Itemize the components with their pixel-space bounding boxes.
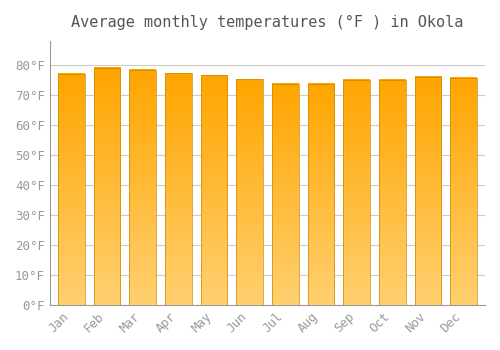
Bar xyxy=(272,84,298,305)
Bar xyxy=(379,80,406,305)
Bar xyxy=(272,84,298,305)
Bar xyxy=(94,68,120,305)
Bar xyxy=(308,84,334,305)
Bar xyxy=(236,79,263,305)
Bar xyxy=(129,70,156,305)
Bar xyxy=(200,75,228,305)
Bar xyxy=(165,73,192,305)
Bar xyxy=(129,70,156,305)
Bar xyxy=(236,79,263,305)
Bar xyxy=(343,80,370,305)
Bar xyxy=(450,78,477,305)
Bar xyxy=(414,77,442,305)
Bar xyxy=(414,77,442,305)
Bar xyxy=(379,80,406,305)
Bar xyxy=(308,84,334,305)
Title: Average monthly temperatures (°F ) in Okola: Average monthly temperatures (°F ) in Ok… xyxy=(71,15,464,30)
Bar xyxy=(450,78,477,305)
Bar xyxy=(343,80,370,305)
Bar xyxy=(58,74,84,305)
Bar xyxy=(165,73,192,305)
Bar xyxy=(58,74,84,305)
Bar xyxy=(94,68,120,305)
Bar xyxy=(200,75,228,305)
